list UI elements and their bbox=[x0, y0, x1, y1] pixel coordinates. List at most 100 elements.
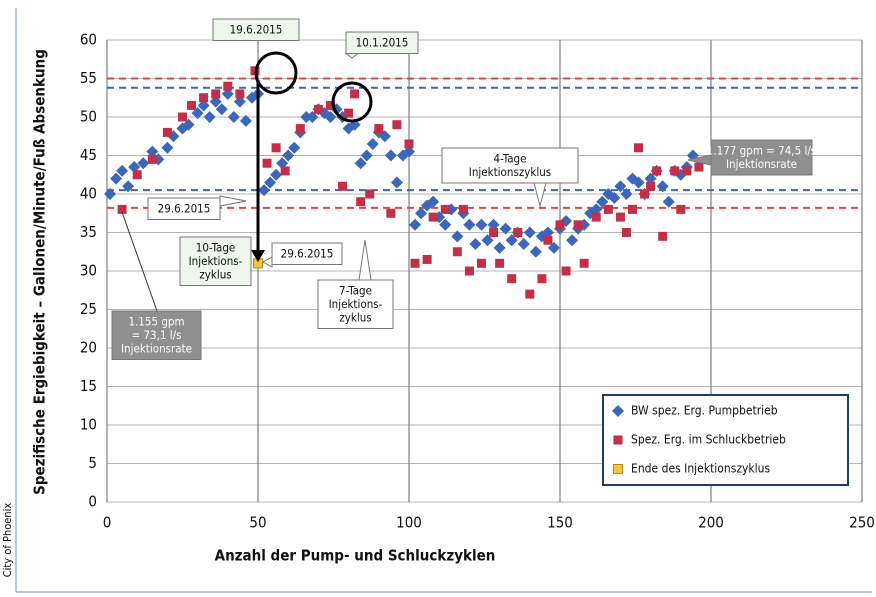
point bbox=[463, 218, 476, 231]
point bbox=[505, 234, 518, 247]
x-tick-label: 150 bbox=[547, 514, 573, 532]
point bbox=[187, 100, 197, 110]
point bbox=[235, 89, 245, 99]
y-tick-label: 60 bbox=[80, 31, 97, 49]
point bbox=[132, 170, 142, 180]
point bbox=[656, 180, 669, 193]
point bbox=[469, 238, 482, 251]
annotation-text: 19.6.2015 bbox=[230, 22, 283, 36]
annotation-box bbox=[710, 139, 813, 176]
point bbox=[338, 181, 348, 191]
point bbox=[313, 104, 323, 114]
point bbox=[295, 124, 305, 134]
annotation-box bbox=[317, 279, 394, 329]
point bbox=[374, 124, 384, 134]
point bbox=[440, 204, 450, 214]
point bbox=[627, 204, 637, 214]
point bbox=[223, 81, 233, 91]
point bbox=[350, 89, 360, 99]
annotation-text: 7-Tage bbox=[339, 283, 372, 297]
point bbox=[632, 176, 645, 189]
point bbox=[523, 226, 536, 239]
point bbox=[579, 258, 589, 268]
point bbox=[161, 141, 174, 154]
y-tick-label: 30 bbox=[80, 262, 97, 280]
point bbox=[561, 266, 571, 276]
annotation-text: 29.6.2015 bbox=[281, 246, 334, 260]
legend-box bbox=[602, 394, 849, 486]
annotation: 29.6.2015 bbox=[261, 242, 343, 268]
annotation-box bbox=[441, 147, 579, 184]
point bbox=[409, 218, 422, 231]
point bbox=[620, 188, 633, 200]
y-tick-label: 0 bbox=[88, 493, 97, 511]
point bbox=[464, 266, 474, 276]
y-tick-label: 40 bbox=[80, 185, 97, 203]
point bbox=[428, 212, 438, 222]
point bbox=[270, 168, 283, 181]
point bbox=[199, 93, 209, 103]
point bbox=[676, 204, 686, 214]
point bbox=[386, 208, 396, 218]
point bbox=[529, 245, 542, 258]
point bbox=[325, 100, 335, 110]
annotation: 29.6.2015 bbox=[147, 195, 247, 220]
y-tick-label: 55 bbox=[80, 69, 97, 87]
y-tick-label: 15 bbox=[80, 377, 97, 395]
point bbox=[541, 226, 554, 239]
point bbox=[110, 172, 123, 185]
point bbox=[191, 107, 204, 120]
point bbox=[525, 289, 535, 299]
point bbox=[182, 118, 195, 131]
legend-label: Ende des Injektionszyklus bbox=[631, 462, 771, 476]
point bbox=[233, 95, 246, 108]
annotation-text: = 73,1 l/s bbox=[131, 328, 181, 342]
point bbox=[615, 212, 625, 222]
y-tick-label: 25 bbox=[80, 300, 97, 318]
point bbox=[458, 204, 468, 214]
point bbox=[591, 212, 601, 222]
arrow-head bbox=[251, 250, 265, 262]
point bbox=[658, 231, 668, 241]
annotation-text: 1.177 gpm = 74,5 l/s bbox=[707, 143, 816, 157]
point bbox=[493, 241, 506, 254]
point bbox=[203, 111, 216, 123]
point bbox=[487, 218, 500, 231]
annotation-text: Injektionszyklus bbox=[469, 165, 551, 179]
point bbox=[439, 218, 452, 231]
point bbox=[271, 143, 281, 153]
source: City of Phoenix bbox=[1, 503, 14, 578]
connector bbox=[121, 211, 158, 312]
point bbox=[573, 220, 583, 230]
point bbox=[221, 87, 234, 100]
point bbox=[634, 143, 644, 153]
annotation-box bbox=[212, 18, 300, 41]
point bbox=[392, 120, 402, 130]
y-tick-label: 10 bbox=[80, 416, 97, 434]
annotation: 19.6.2015 bbox=[212, 18, 300, 41]
x-tick-label: 250 bbox=[849, 514, 875, 532]
point bbox=[356, 197, 366, 207]
x-tick-label: 50 bbox=[249, 514, 266, 532]
point bbox=[162, 127, 172, 137]
point bbox=[306, 111, 319, 123]
point bbox=[288, 141, 301, 154]
point bbox=[366, 137, 379, 150]
point bbox=[547, 241, 560, 254]
y-tick-label: 45 bbox=[80, 146, 97, 164]
point bbox=[452, 247, 462, 257]
point bbox=[596, 195, 609, 208]
point bbox=[378, 130, 391, 143]
point bbox=[543, 235, 553, 245]
point bbox=[146, 145, 159, 158]
point bbox=[104, 188, 117, 200]
y-tick-label: 50 bbox=[80, 108, 97, 126]
point bbox=[513, 228, 523, 237]
point bbox=[128, 161, 141, 174]
point bbox=[537, 274, 547, 284]
point bbox=[137, 157, 150, 170]
legend-marker bbox=[613, 435, 623, 445]
